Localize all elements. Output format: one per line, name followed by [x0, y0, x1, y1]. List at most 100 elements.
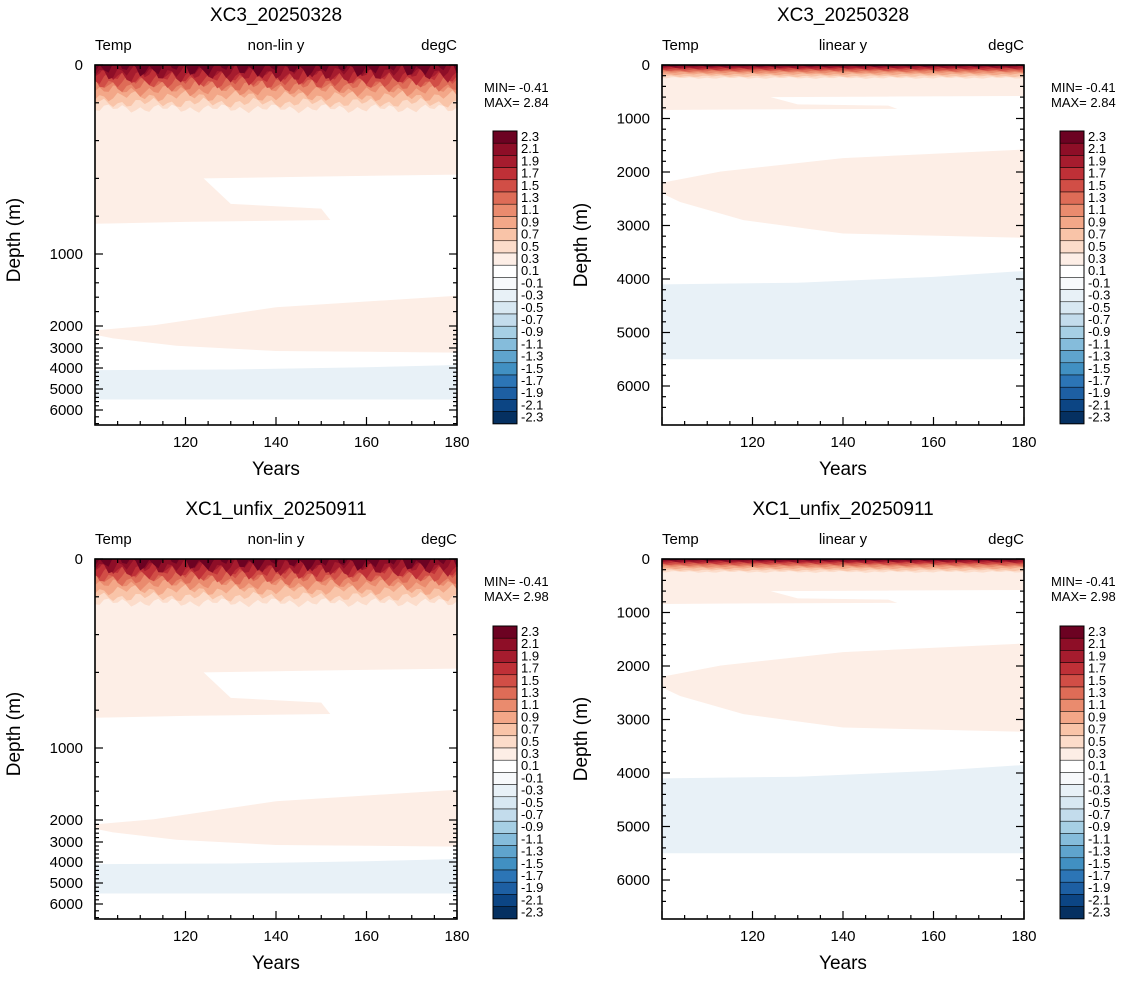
- y-tick-label: 5000: [617, 325, 650, 342]
- colorbar-swatch: [492, 857, 518, 871]
- y-tick-label: 2000: [617, 658, 650, 675]
- colorbar-label: 0.5: [521, 239, 539, 254]
- colorbar-label: -1.9: [521, 385, 543, 400]
- colorbar-label: -1.1: [521, 831, 543, 846]
- colorbar-label: -2.1: [521, 892, 543, 907]
- colorbar-swatch: [492, 894, 518, 907]
- colorbar-label: 1.3: [521, 685, 539, 700]
- cold-deep-layer: [662, 764, 1024, 854]
- colorbar-label: 0.5: [1088, 734, 1106, 749]
- colorbar-swatch: [492, 228, 518, 242]
- colorbar-swatch: [1059, 203, 1085, 217]
- colorbar-label: -2.3: [1088, 410, 1110, 425]
- colorbar-label: -0.1: [1088, 770, 1110, 785]
- colorbar-label: -1.1: [1088, 336, 1110, 351]
- colorbar-label: -2.1: [521, 397, 543, 412]
- colorbar-swatch: [1059, 374, 1085, 388]
- colorbar-swatch: [492, 264, 518, 278]
- x-axis-title: Years: [819, 953, 867, 974]
- colorbar-label: 0.3: [1088, 746, 1106, 761]
- panel-title: XC3_20250328: [210, 5, 342, 26]
- colorbar-swatch: [492, 252, 518, 266]
- colorbar-swatch: [1059, 686, 1085, 700]
- colorbar-label: 0.3: [1088, 251, 1106, 266]
- colorbar-label: -2.3: [521, 905, 543, 920]
- colorbar-label: -0.1: [1088, 275, 1110, 290]
- contour-field: [95, 65, 457, 400]
- panel-title: XC1_unfix_20250911: [752, 499, 933, 520]
- panel-4: 120 140 160 180 0 1000 2000 3000 4000 5000 6000 XC1…: [571, 499, 1116, 974]
- y-tick-label: 5000: [50, 875, 83, 892]
- x-tick-label: 120: [173, 434, 198, 451]
- y-tick-label: 3000: [617, 712, 650, 729]
- x-tick-label: 160: [921, 928, 946, 945]
- colorbar-label: 1.5: [521, 673, 539, 688]
- panel-title: XC1_unfix_20250911: [185, 499, 366, 520]
- min-value: MIN= -0.41: [1051, 80, 1116, 95]
- warm-mid-layer: [662, 149, 1024, 238]
- colorbar-label: -1.9: [521, 880, 543, 895]
- colorbar-label: 1.3: [1088, 190, 1106, 205]
- colorbar-label: -0.7: [1088, 312, 1110, 327]
- colorbar-swatch: [492, 833, 518, 846]
- colorbar-swatch: [492, 386, 518, 400]
- colorbar-swatch: [492, 301, 518, 315]
- colorbar-swatch: [492, 906, 518, 920]
- contour-field: [95, 559, 457, 894]
- y-axis-title: Depth (m): [4, 692, 25, 776]
- colorbar-swatch: [1059, 216, 1085, 229]
- colorbar-label: -1.7: [521, 868, 543, 883]
- colorbar-label: -0.5: [1088, 300, 1110, 315]
- colorbar-label: 0.9: [521, 709, 539, 724]
- y-tick-label: 4000: [617, 271, 650, 288]
- x-tick-label: 180: [1011, 928, 1036, 945]
- colorbar-frame: [1059, 130, 1085, 425]
- colorbar-label: -1.9: [1088, 880, 1110, 895]
- colorbar-frame: [1059, 625, 1085, 920]
- left-label: Temp: [662, 37, 699, 54]
- warm-mid-layer: [95, 789, 457, 847]
- colorbar-label: 1.1: [521, 202, 539, 217]
- colorbar-swatch: [492, 686, 518, 700]
- colorbar-label: 0.7: [1088, 227, 1106, 242]
- colorbar-label: 2.3: [521, 129, 539, 144]
- left-label: Temp: [95, 531, 132, 548]
- y-tick-label: 0: [75, 57, 83, 74]
- panel-2: 120 140 160 180 0 1000 2000 3000 4000 5000 6000 XC3…: [571, 5, 1116, 480]
- colorbar-swatch: [492, 784, 518, 798]
- cold-deep-layer: [95, 365, 457, 400]
- right-label: degC: [988, 37, 1024, 54]
- panel-1: 120 140 160 180 0 1000 2000 3000 4000 5000 6000 XC3…: [4, 5, 549, 480]
- colorbar-swatch: [492, 881, 518, 895]
- warm-mid-layer: [662, 643, 1024, 732]
- colorbar-label: 1.9: [521, 648, 539, 663]
- colorbar-swatch: [1059, 625, 1085, 639]
- colorbar-swatch: [492, 130, 518, 144]
- colorbar-swatch: [1059, 723, 1085, 737]
- x-tick-label: 160: [354, 928, 379, 945]
- colorbar-swatch: [492, 338, 518, 351]
- colorbar-label: 1.1: [521, 697, 539, 712]
- colorbar-label: -1.3: [1088, 349, 1110, 364]
- colorbar-swatch: [492, 808, 518, 822]
- center-label: non-lin y: [248, 37, 305, 54]
- y-tick-label: 1000: [617, 111, 650, 128]
- colorbar-swatch: [1059, 240, 1085, 254]
- colorbar-swatch: [1059, 808, 1085, 822]
- colorbar-swatch: [492, 735, 518, 749]
- colorbar-label: 2.3: [1088, 129, 1106, 144]
- colorbar-label: 2.3: [1088, 624, 1106, 639]
- colorbar-label: 0.1: [521, 758, 539, 773]
- colorbar-swatch: [492, 277, 518, 290]
- colorbar-swatch: [1059, 350, 1085, 364]
- colorbar-swatch: [492, 167, 518, 181]
- colorbar-swatch: [1059, 784, 1085, 798]
- y-tick-label: 6000: [50, 896, 83, 913]
- colorbar-swatch: [492, 325, 518, 339]
- colorbar-swatch: [1059, 637, 1085, 651]
- colorbar-label: -1.3: [521, 349, 543, 364]
- right-label: degC: [988, 531, 1024, 548]
- colorbar-swatch: [1059, 191, 1085, 205]
- colorbar-label: 1.5: [1088, 673, 1106, 688]
- colorbar-label: 1.7: [1088, 166, 1106, 181]
